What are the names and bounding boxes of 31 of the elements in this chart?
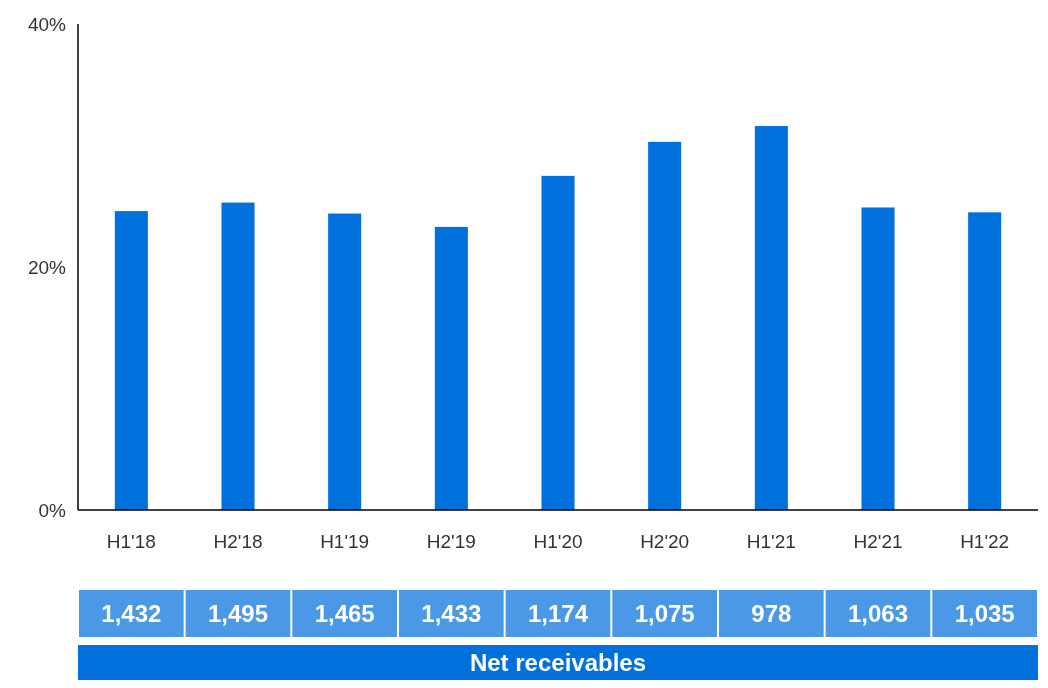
text: 1,035 bbox=[954, 600, 1015, 628]
text: 1,432 bbox=[101, 600, 162, 628]
x-tick-label: H2'18 bbox=[213, 531, 263, 552]
y-tick-label: 0% bbox=[38, 499, 67, 521]
x-tick-label: H1'19 bbox=[320, 531, 370, 552]
x-tick-label: H1'22 bbox=[960, 531, 1010, 552]
bar bbox=[648, 141, 682, 510]
x-tick-label: H1'20 bbox=[533, 531, 583, 552]
text: 1,063 bbox=[847, 600, 909, 628]
bar bbox=[434, 226, 468, 510]
y-tick-label: 40% bbox=[27, 13, 67, 35]
y-tick-label: 20% bbox=[27, 256, 67, 278]
bar bbox=[114, 211, 148, 510]
x-tick-label: H2'19 bbox=[426, 531, 476, 552]
bar bbox=[541, 175, 575, 510]
x-tick-label: H1'21 bbox=[746, 531, 796, 552]
x-tick-label: H2'21 bbox=[853, 531, 903, 552]
text: 1,495 bbox=[207, 600, 269, 628]
bar bbox=[221, 202, 255, 510]
text: 1,174 bbox=[527, 600, 589, 628]
text: 978 bbox=[751, 600, 792, 628]
x-tick-label: H2'20 bbox=[640, 531, 690, 552]
bar bbox=[968, 212, 1002, 510]
x-tick-label: H1'18 bbox=[106, 531, 156, 552]
text: 1,465 bbox=[314, 600, 375, 628]
bar bbox=[861, 207, 895, 510]
text: 1,433 bbox=[421, 600, 482, 628]
text: Net receivables bbox=[469, 649, 647, 677]
text: 1,075 bbox=[634, 600, 695, 628]
bar bbox=[328, 213, 362, 510]
bar bbox=[754, 126, 788, 510]
